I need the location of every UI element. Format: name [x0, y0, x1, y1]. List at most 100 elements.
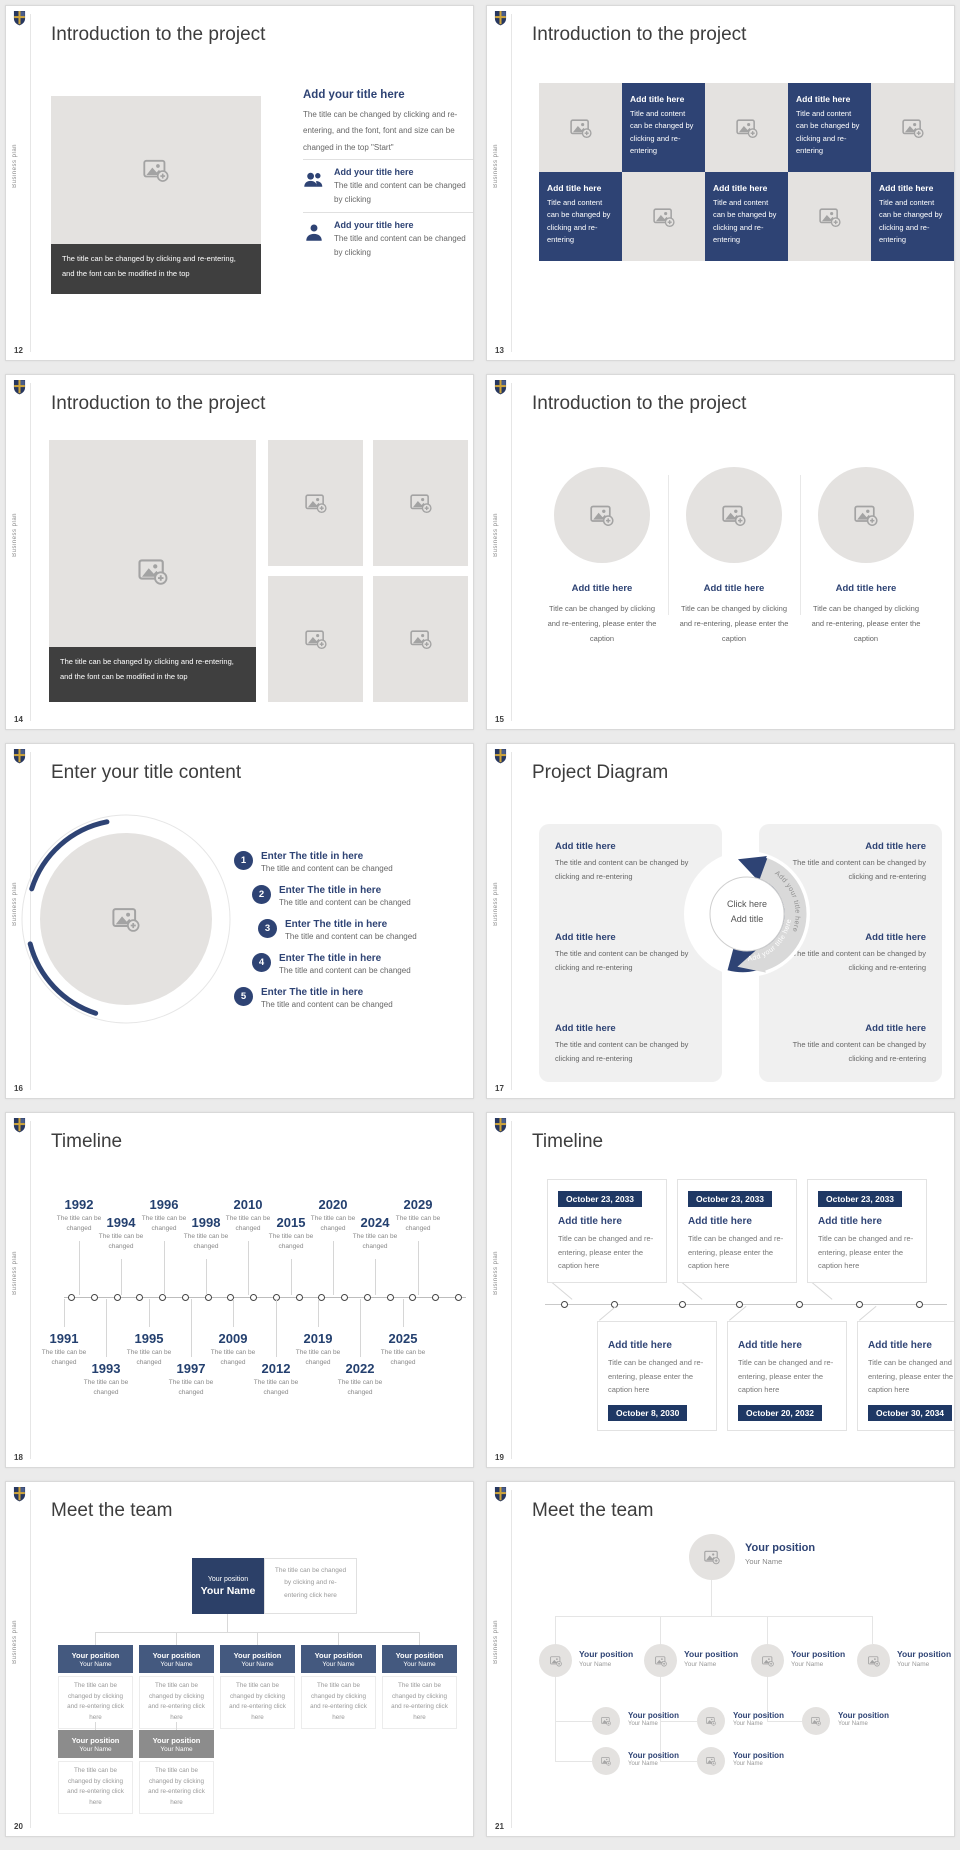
circle-image-diagram[interactable]	[16, 809, 236, 1029]
org-root-box: Your position Your Name	[192, 1558, 264, 1614]
image-placeholder[interactable]	[554, 467, 650, 563]
slide-20[interactable]: Business plan Meet the team Your positio…	[5, 1481, 474, 1837]
numbered-item: 3 Enter The title in here The title and c…	[258, 919, 417, 941]
side-label: Business plan	[493, 513, 499, 557]
image-placeholder[interactable]	[622, 172, 705, 261]
image-placeholder[interactable]	[268, 440, 363, 566]
slide-12[interactable]: Business plan Introduction to the projec…	[5, 5, 474, 361]
image-placeholder[interactable]	[539, 83, 622, 172]
avatar-placeholder[interactable]	[539, 1644, 572, 1677]
date-badge: October 23, 2033	[558, 1191, 643, 1207]
slide-title: Introduction to the project	[532, 393, 747, 414]
item-body: The title and content can be changed by …	[555, 858, 689, 881]
avatar-placeholder[interactable]	[802, 1707, 830, 1735]
page-number: 16	[14, 1084, 23, 1093]
cell-body: Title and content can be changed by clic…	[547, 198, 611, 245]
image-placeholder[interactable]	[705, 83, 788, 172]
add-image-icon	[601, 1716, 611, 1726]
cycle-arrows-diagram[interactable]: Add your title here Add your title here	[682, 849, 812, 979]
org-member-label: Your position Your Name	[838, 1711, 889, 1727]
side-label: Business plan	[493, 144, 499, 188]
list-item: Add your title here The title and conten…	[303, 220, 473, 261]
image-placeholder[interactable]	[51, 96, 261, 244]
milestone: 2024 The title can be changed	[352, 1215, 398, 1251]
left-divider	[30, 752, 31, 1090]
org-member-label: Your position Your Name	[791, 1649, 846, 1668]
panel-item: Add title here The title and content can …	[775, 932, 926, 974]
step-number: 3	[258, 919, 277, 938]
page-number: 12	[14, 346, 23, 355]
slide-title: Timeline	[51, 1131, 123, 1152]
image-placeholder[interactable]	[686, 467, 782, 563]
center-label: Click here Add title	[710, 897, 784, 928]
slide-13[interactable]: Business plan Introduction to the projec…	[486, 5, 955, 361]
org-member-label: Your position Your Name	[733, 1751, 784, 1767]
milestone: 1997 The title can be changed	[168, 1361, 214, 1397]
slide-21[interactable]: Business plan Meet the team Your positio…	[486, 1481, 955, 1837]
org-member-box: Your position Your Name	[301, 1645, 376, 1673]
avatar-placeholder[interactable]	[751, 1644, 784, 1677]
cell-body: Title and content can be changed by clic…	[879, 198, 943, 245]
org-member-box: Your position Your Name	[139, 1730, 214, 1758]
cell-title: Add title here	[713, 183, 768, 193]
slide-title: Meet the team	[532, 1500, 654, 1521]
milestone: 1995 The title can be changed	[126, 1331, 172, 1367]
numbered-item: 1 Enter The title in here The title and c…	[234, 851, 393, 873]
card-body: Title can be changed and re-entering, pl…	[738, 1358, 834, 1394]
image-placeholder[interactable]	[788, 172, 871, 261]
avatar-placeholder[interactable]	[592, 1747, 620, 1775]
slide-title: Introduction to the project	[51, 24, 266, 45]
slide-17[interactable]: Business plan Project Diagram Add title …	[486, 743, 955, 1099]
image-placeholder[interactable]	[871, 83, 954, 172]
panel-item: Add title here The title and content can …	[775, 841, 926, 883]
avatar-placeholder[interactable]	[644, 1644, 677, 1677]
add-image-icon	[601, 1756, 611, 1766]
cell-title: Add title here	[547, 183, 602, 193]
section-body: The title can be changed by clicking and…	[303, 110, 458, 152]
item-title: Enter The title in here	[261, 987, 364, 998]
avatar-placeholder[interactable]	[697, 1707, 725, 1735]
column-divider	[800, 475, 801, 615]
avatar-placeholder[interactable]	[857, 1644, 890, 1677]
left-divider	[511, 14, 512, 352]
logo-shield-icon	[13, 379, 26, 395]
item-title: Add title here	[555, 932, 616, 943]
panel-item: Add title here The title and content can …	[555, 1023, 706, 1065]
item-body: The title and content can be changed by …	[555, 1040, 689, 1063]
add-image-icon	[143, 157, 169, 183]
slide-19[interactable]: Business plan Timeline October 23, 2033 …	[486, 1112, 955, 1468]
timeline-axis	[545, 1304, 947, 1305]
org-member-label: Your position Your Name	[628, 1751, 679, 1767]
side-label: Business plan	[12, 144, 18, 188]
slide-18[interactable]: Business plan Timeline 1992 The title can…	[5, 1112, 474, 1468]
add-image-icon	[653, 206, 675, 228]
center-line1: Click here	[726, 899, 767, 909]
image-placeholder[interactable]	[818, 467, 914, 563]
add-image-icon	[305, 492, 327, 514]
slide-14[interactable]: Business plan Introduction to the projec…	[5, 374, 474, 730]
image-placeholder[interactable]	[373, 576, 468, 702]
card-title: Add title here	[608, 1340, 672, 1351]
milestone: 1991 The title can be changed	[41, 1331, 87, 1367]
page-number: 18	[14, 1453, 23, 1462]
add-image-icon	[138, 556, 168, 586]
avatar-placeholder[interactable]	[689, 1534, 735, 1580]
item-title: Add your title here	[334, 167, 414, 177]
card-title: Add title here	[688, 1216, 752, 1227]
date-badge: October 30, 2034	[868, 1404, 953, 1421]
slide-15[interactable]: Business plan Introduction to the projec…	[486, 374, 955, 730]
avatar-placeholder[interactable]	[592, 1707, 620, 1735]
left-divider	[30, 14, 31, 352]
card-body: Title can be changed by clicking and re-…	[547, 604, 657, 643]
image-placeholder[interactable]	[268, 576, 363, 702]
add-image-icon	[704, 1549, 720, 1565]
card-body: Title can be changed and re-entering, pl…	[608, 1358, 704, 1394]
image-placeholder[interactable]	[373, 440, 468, 566]
card-title: Add title here	[571, 583, 633, 594]
avatar-placeholder[interactable]	[697, 1747, 725, 1775]
add-image-icon	[811, 1716, 821, 1726]
slide-16[interactable]: Business plan Enter your title content 1…	[5, 743, 474, 1099]
cell-title: Add title here	[879, 183, 934, 193]
side-label: Business plan	[493, 882, 499, 926]
item-body: The title and content can be changed	[261, 1000, 393, 1009]
